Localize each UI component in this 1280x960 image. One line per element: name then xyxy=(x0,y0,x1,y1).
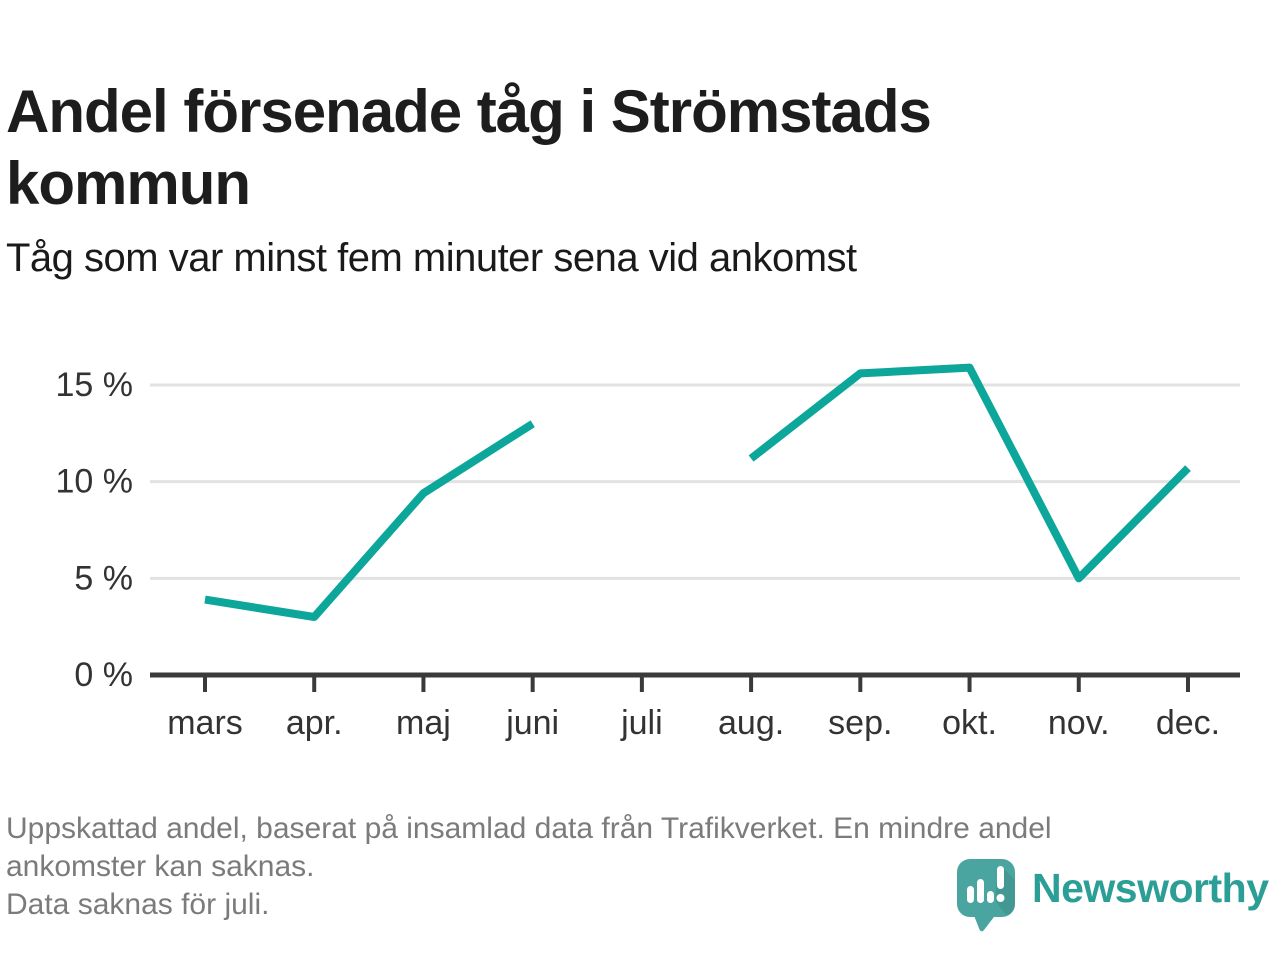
newsworthy-logo: Newsworthy xyxy=(956,858,1269,934)
data-line-segment xyxy=(204,420,535,621)
x-tick-label: juli xyxy=(620,704,663,742)
x-tick-label: sep. xyxy=(828,704,892,742)
x-tick-label: aug. xyxy=(718,704,784,742)
y-tick-label: 0 % xyxy=(74,656,133,694)
newsworthy-logo-text: Newsworthy xyxy=(1032,865,1269,911)
footnote-line: ankomster kan saknas. xyxy=(6,850,315,883)
data-line-segment xyxy=(748,363,1191,583)
newsworthy-speech-bubble-bar-chart-icon xyxy=(957,859,1015,932)
x-tick-label: juni xyxy=(505,704,559,742)
x-tick-label: okt. xyxy=(942,704,997,742)
x-tick-label: maj xyxy=(396,704,451,742)
x-tick-label: nov. xyxy=(1048,704,1110,742)
chart-subtitle: Tåg som var minst fem minuter sena vid a… xyxy=(6,236,857,280)
y-tick-label: 5 % xyxy=(74,559,133,597)
chart-footnotes: Uppskattad andel, baserat på insamlad da… xyxy=(6,810,1052,924)
x-tick-label: mars xyxy=(167,704,243,742)
footnote-line: Data saknas för juli. xyxy=(6,888,270,921)
x-tick-label: dec. xyxy=(1156,704,1220,742)
x-tick-label: apr. xyxy=(286,704,343,742)
footnote-line: Uppskattad andel, baserat på insamlad da… xyxy=(6,812,1052,845)
chart-title: Andel försenade tåg i Strömstads kommun xyxy=(6,78,932,218)
y-tick-label: 10 % xyxy=(56,463,134,501)
y-tick-label: 15 % xyxy=(56,366,134,404)
